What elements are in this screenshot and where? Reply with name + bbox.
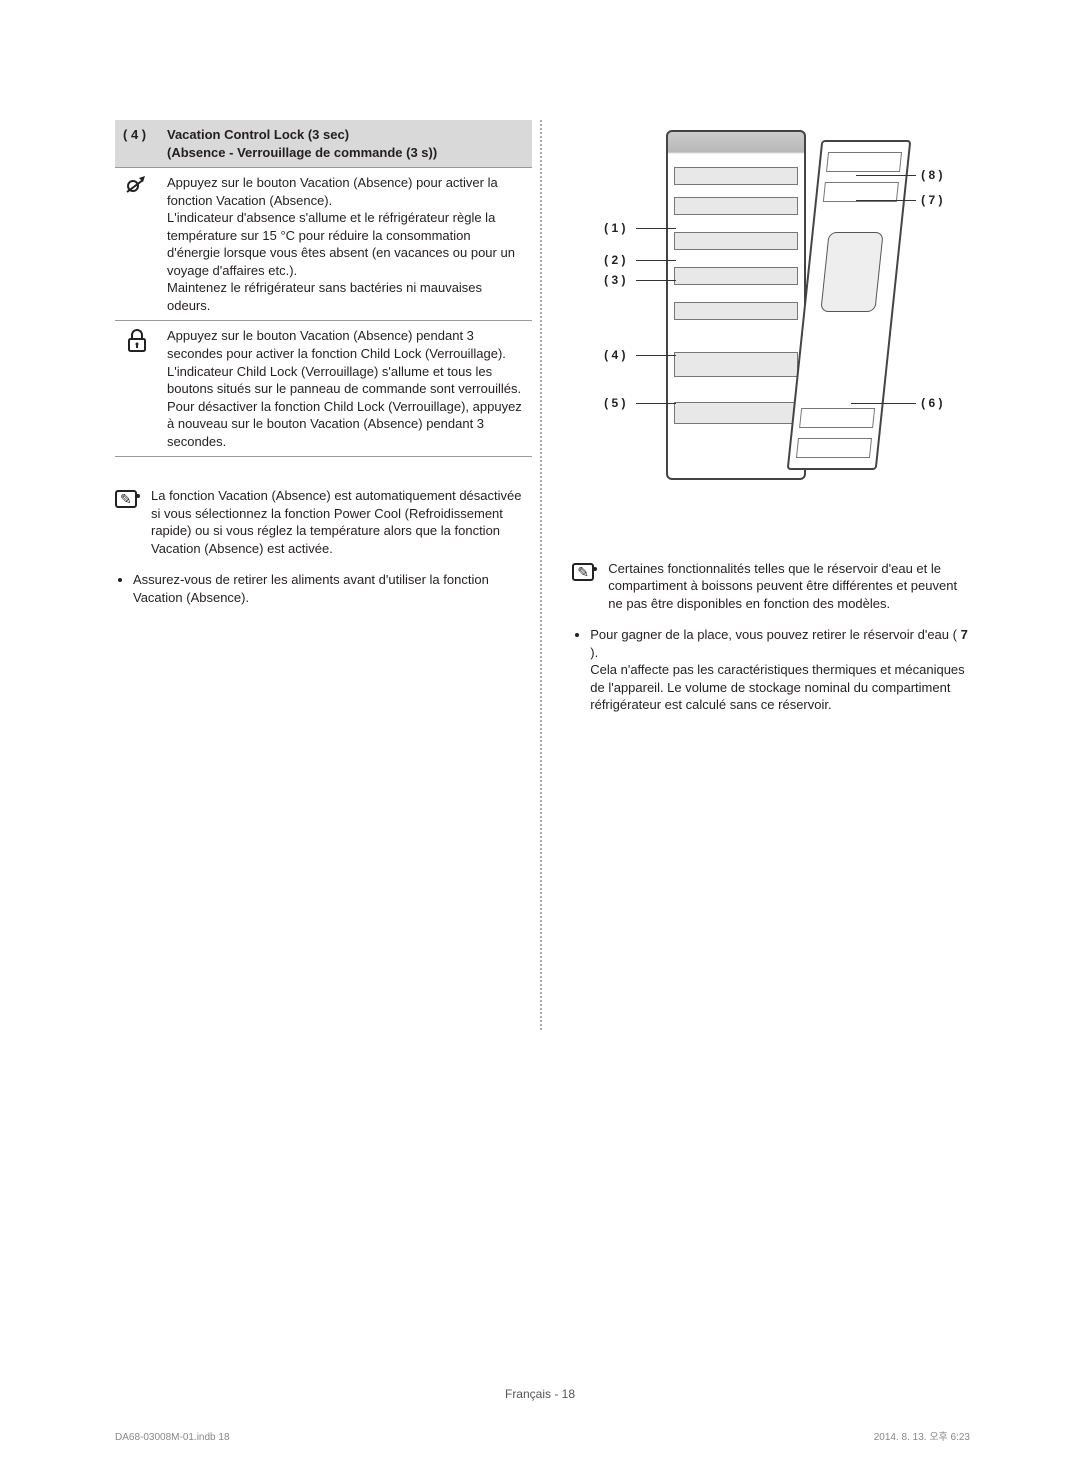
- bullet-text-b: ).: [590, 645, 598, 660]
- table-row-1: Appuyez sur le bouton Vacation (Absence)…: [159, 168, 532, 321]
- left-column: ( 4 ) Vacation Control Lock (3 sec) (Abs…: [115, 120, 532, 714]
- vacation-icon: [115, 168, 159, 321]
- pencil-note-icon: [572, 563, 594, 581]
- table-row-2: Appuyez sur le bouton Vacation (Absence)…: [159, 321, 532, 457]
- callout-1: ( 1 ): [604, 220, 625, 236]
- left-note-1: La fonction Vacation (Absence) est autom…: [151, 487, 532, 557]
- callout-7: ( 7 ): [921, 192, 942, 208]
- fridge-diagram: ( 1 ) ( 2 ) ( 3 ) ( 4 ) ( 5 ) ( 8 ) ( 7 …: [596, 120, 946, 520]
- callout-4: ( 4 ): [604, 347, 625, 363]
- table-header-text: Vacation Control Lock (3 sec) (Absence -…: [159, 120, 532, 168]
- right-note-1: Certaines fonctionnalités telles que le …: [608, 560, 970, 613]
- vacation-table: ( 4 ) Vacation Control Lock (3 sec) (Abs…: [115, 120, 532, 457]
- bullet-num: 7: [961, 627, 968, 642]
- lock-icon: [115, 321, 159, 457]
- column-divider: [540, 120, 542, 1030]
- left-note-block: La fonction Vacation (Absence) est autom…: [115, 487, 532, 563]
- bullet-text-a: Pour gagner de la place, vous pouvez ret…: [590, 627, 960, 642]
- page-footer-right: 2014. 8. 13. 오후 6:23: [874, 1431, 970, 1445]
- bullet-rest: Cela n'affecte pas les caractéristiques …: [590, 662, 964, 712]
- table-header-num: ( 4 ): [115, 120, 159, 168]
- page-footer-center: Français - 18: [0, 1386, 1080, 1402]
- callout-5: ( 5 ): [604, 395, 625, 411]
- right-note-block: Certaines fonctionnalités telles que le …: [572, 560, 970, 619]
- page-footer-left: DA68-03008M-01.indb 18: [115, 1431, 230, 1445]
- callout-8: ( 8 ): [921, 167, 942, 183]
- callout-6: ( 6 ): [921, 395, 942, 411]
- pencil-note-icon: [115, 490, 137, 508]
- left-note-2: Assurez-vous de retirer les aliments ava…: [133, 571, 532, 606]
- right-column: ( 1 ) ( 2 ) ( 3 ) ( 4 ) ( 5 ) ( 8 ) ( 7 …: [552, 120, 970, 714]
- right-bullet: Pour gagner de la place, vous pouvez ret…: [590, 626, 970, 714]
- callout-2: ( 2 ): [604, 252, 625, 268]
- callout-3: ( 3 ): [604, 272, 625, 288]
